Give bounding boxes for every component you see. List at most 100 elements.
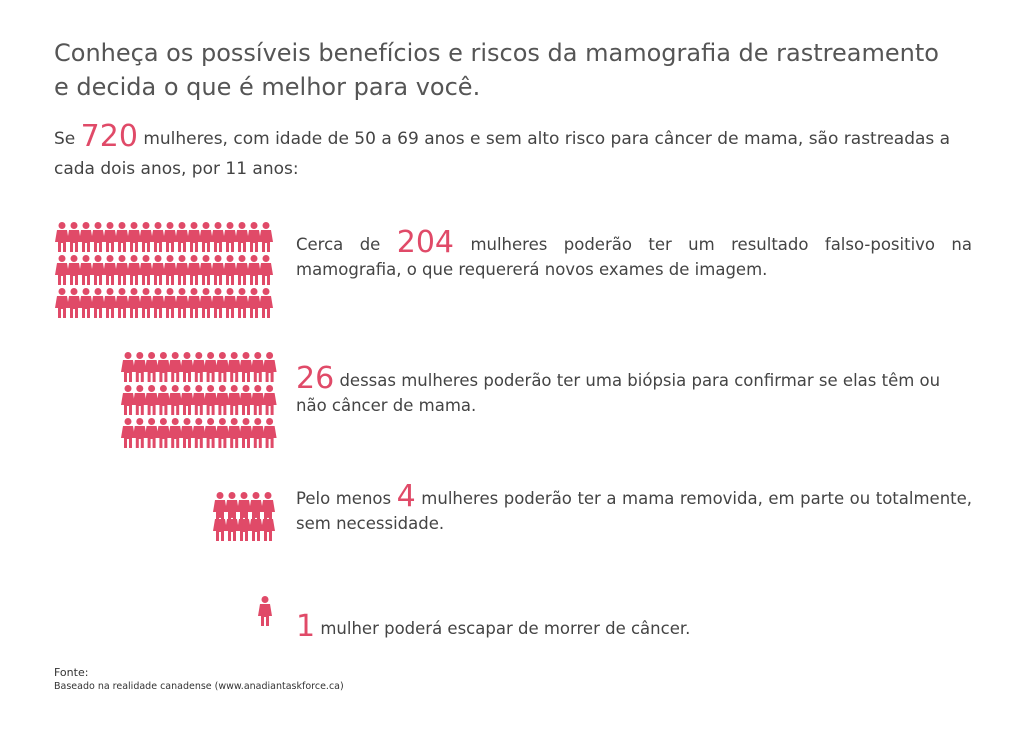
woman-figure-icon <box>115 288 129 318</box>
woman-figure-icon <box>247 222 261 252</box>
woman-figure-icon <box>225 511 239 541</box>
row-3-suffix: mulheres poderão ter a mama removida, em… <box>296 489 973 533</box>
woman-figure-icon <box>175 255 189 285</box>
woman-figure-icon <box>261 511 275 541</box>
row-2-text: 26 dessas mulheres poderão ter uma bióps… <box>296 364 972 418</box>
woman-figure-icon <box>199 222 213 252</box>
woman-figure-icon <box>79 288 93 318</box>
woman-figure-icon <box>127 255 141 285</box>
page-title: Conheça os possíveis benefícios e riscos… <box>54 39 939 101</box>
woman-figure-icon <box>223 288 237 318</box>
woman-figure-icon <box>227 417 242 448</box>
row-2-number: 26 <box>296 361 335 396</box>
figure-grid-1 <box>257 596 273 627</box>
woman-figure-icon <box>238 352 253 383</box>
woman-figure-icon <box>55 288 69 318</box>
woman-figure-icon <box>187 222 201 252</box>
woman-figure-icon <box>151 222 165 252</box>
woman-figure-icon <box>247 288 261 318</box>
woman-figure-icon <box>168 385 183 415</box>
woman-figure-icon <box>262 352 277 383</box>
woman-figure-icon <box>235 222 249 252</box>
woman-figure-icon <box>132 352 147 383</box>
woman-figure-icon <box>199 255 213 285</box>
woman-figure-icon <box>115 222 129 252</box>
woman-figure-icon <box>67 255 81 285</box>
woman-figure-icon <box>191 385 206 415</box>
woman-figure-icon <box>223 222 237 252</box>
figure-grid-svg <box>213 492 275 541</box>
woman-figure-icon <box>139 222 153 252</box>
woman-figure-icon <box>55 222 69 252</box>
woman-figure-icon <box>151 255 165 285</box>
woman-figure-icon <box>139 255 153 285</box>
intro-text: Se 720 mulheres, com idade de 50 a 69 an… <box>54 122 954 184</box>
woman-figure-icon <box>132 417 147 448</box>
woman-figure-icon <box>120 417 135 448</box>
woman-figure-icon <box>187 255 201 285</box>
woman-figure-icon <box>258 596 272 626</box>
woman-figure-icon <box>127 288 141 318</box>
figure-grid-204 <box>54 222 274 319</box>
intro-prefix: Se <box>54 129 76 149</box>
woman-figure-icon <box>259 255 273 285</box>
woman-figure-icon <box>179 352 194 383</box>
woman-figure-icon <box>215 385 230 415</box>
row-4-suffix: mulher poderá escapar de morrer de cânce… <box>320 619 691 638</box>
woman-figure-icon <box>250 385 265 415</box>
figure-grid-svg <box>258 596 272 626</box>
intro-suffix: mulheres, com idade de 50 a 69 anos e se… <box>54 129 951 179</box>
woman-figure-icon <box>168 352 183 383</box>
row-2-suffix: dessas mulheres poderão ter uma biópsia … <box>296 371 941 415</box>
woman-figure-icon <box>103 288 117 318</box>
woman-figure-icon <box>259 288 273 318</box>
woman-figure-icon <box>67 288 81 318</box>
woman-figure-icon <box>235 255 249 285</box>
woman-figure-icon <box>227 385 242 415</box>
woman-figure-icon <box>144 417 159 448</box>
figure-grid-4 <box>212 492 276 542</box>
woman-figure-icon <box>235 288 249 318</box>
woman-figure-icon <box>179 385 194 415</box>
woman-figure-icon <box>213 511 227 541</box>
woman-figure-icon <box>238 417 253 448</box>
source-note: Fonte: Baseado na realidade canadense (w… <box>54 666 344 694</box>
figure-grid-svg <box>55 222 273 318</box>
woman-figure-icon <box>187 288 201 318</box>
row-4-text: 1 mulher poderá escapar de morrer de cân… <box>296 612 972 642</box>
woman-figure-icon <box>191 417 206 448</box>
woman-figure-icon <box>227 352 242 383</box>
woman-figure-icon <box>156 385 171 415</box>
woman-figure-icon <box>175 288 189 318</box>
row-1-prefix: Cerca de <box>296 235 381 254</box>
woman-figure-icon <box>139 288 153 318</box>
woman-figure-icon <box>91 288 105 318</box>
woman-figure-icon <box>215 417 230 448</box>
woman-figure-icon <box>203 352 218 383</box>
figure-grid-26 <box>120 352 278 449</box>
figure-grid-svg <box>120 352 277 448</box>
woman-figure-icon <box>191 352 206 383</box>
woman-figure-icon <box>215 352 230 383</box>
woman-figure-icon <box>203 417 218 448</box>
woman-figure-icon <box>151 288 165 318</box>
woman-figure-icon <box>67 222 81 252</box>
woman-figure-icon <box>247 255 261 285</box>
woman-figure-icon <box>175 222 189 252</box>
source-label: Fonte: <box>54 666 89 679</box>
woman-figure-icon <box>223 255 237 285</box>
woman-figure-icon <box>103 222 117 252</box>
row-3-text: Pelo menos 4 mulheres poderão ter a mama… <box>296 482 973 536</box>
woman-figure-icon <box>168 417 183 448</box>
woman-figure-icon <box>120 385 135 415</box>
woman-figure-icon <box>179 417 194 448</box>
woman-figure-icon <box>203 385 218 415</box>
woman-figure-icon <box>249 511 263 541</box>
woman-figure-icon <box>132 385 147 415</box>
woman-figure-icon <box>237 511 251 541</box>
woman-figure-icon <box>211 288 225 318</box>
woman-figure-icon <box>250 417 265 448</box>
row-1-suffix: mulheres poderão ter um resultado falso-… <box>296 235 972 279</box>
woman-figure-icon <box>91 255 105 285</box>
woman-figure-icon <box>163 255 177 285</box>
